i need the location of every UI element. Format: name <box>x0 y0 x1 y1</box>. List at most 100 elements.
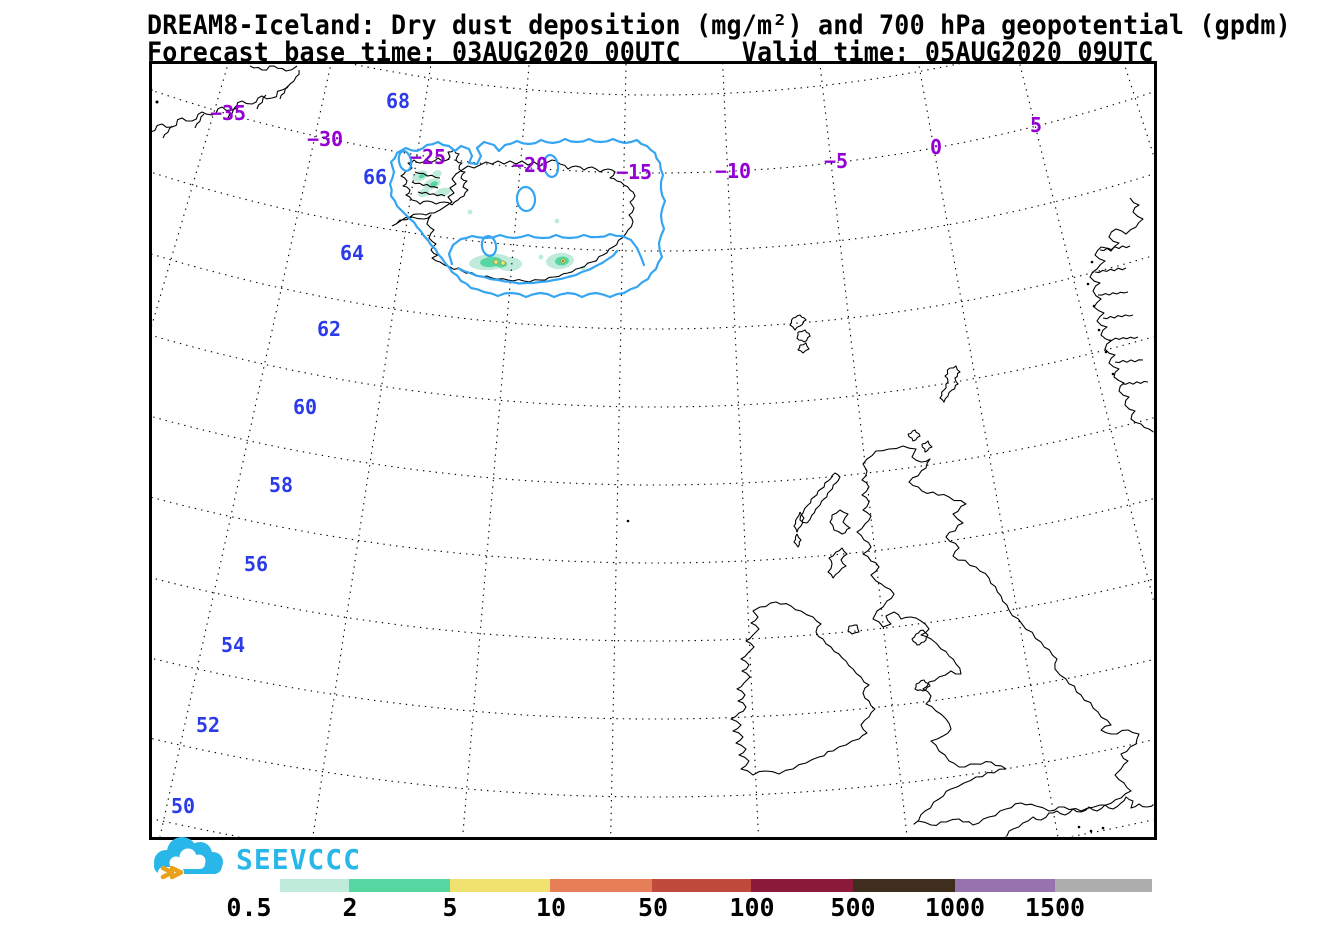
coastline-greenland-fjord <box>226 105 237 121</box>
colorbar-segment <box>550 879 652 892</box>
double-chevron-icon <box>160 865 184 880</box>
latitude-line <box>151 171 1154 252</box>
colorbar-segment <box>853 879 955 892</box>
longitude-line <box>0 0 98 895</box>
dust-deposition-shading <box>412 170 586 271</box>
latitude-label: 52 <box>196 713 220 737</box>
dust-speck <box>538 254 544 260</box>
dust-contour-cell <box>480 234 498 258</box>
island-speck <box>1097 328 1101 332</box>
island-speck <box>1101 826 1105 830</box>
latitude-label: 58 <box>269 473 293 497</box>
colorbar-tick-label: 100 <box>729 893 774 922</box>
map-frame <box>149 61 1157 840</box>
latitude-label: 60 <box>293 395 317 419</box>
coastline-hebrides <box>827 547 848 579</box>
coastline-norway-fjord <box>1114 359 1144 364</box>
colorbar: 0.5 2 5 10 50 100 500 1000 1500 <box>226 879 1152 922</box>
coastline-iceland-fjord <box>414 171 441 179</box>
longitude-label: −5 <box>824 149 848 173</box>
coastline-iceland-fjord <box>411 181 439 189</box>
seevccc-logo: SEEVCCC <box>154 837 361 880</box>
longitude-line <box>1123 63 1154 157</box>
coastline-faroe-islands <box>796 329 811 343</box>
coastline-france <box>1004 796 1154 837</box>
longitude-label: −35 <box>210 101 246 125</box>
dust-max-dot <box>562 260 564 262</box>
coastline-norway-fjord <box>1121 380 1149 385</box>
dust-patch-low <box>496 257 522 271</box>
latitude-label: 66 <box>363 165 387 189</box>
latitude-label: 64 <box>340 241 364 265</box>
coastline-isle-of-man <box>911 629 929 646</box>
coastline-norway <box>1089 197 1154 433</box>
colorbar-tick-label: 1500 <box>1025 893 1085 922</box>
dust-contour-cell <box>542 153 560 179</box>
coastline-greenland-fjord <box>256 94 267 110</box>
dust-patch-high <box>500 260 506 266</box>
dust-patch-high <box>493 259 499 265</box>
coastline-greenland-fjord <box>194 113 205 129</box>
longitude-line <box>462 63 530 837</box>
coastline-norway-fjord <box>1097 291 1129 296</box>
latitude-line <box>151 657 1154 720</box>
dust-patch-mid <box>418 173 426 179</box>
latitude-line <box>151 253 1154 330</box>
latitude-line <box>347 63 963 96</box>
longitude-line <box>312 63 432 837</box>
latitude-label: 50 <box>171 794 195 818</box>
dust-contour-southcoast <box>456 249 619 285</box>
coastline-iceland <box>391 159 636 283</box>
colorbar-segment <box>349 879 450 892</box>
island-speck <box>1077 825 1081 829</box>
longitude-line <box>610 63 627 837</box>
colorbar-segment <box>450 879 550 892</box>
colorbar-tick-label: 10 <box>536 893 566 922</box>
dust-patch-low <box>435 187 451 197</box>
coastline-greenland <box>249 65 298 72</box>
colorbar-tick-label: 2 <box>342 893 357 922</box>
colorbar-segment <box>280 879 349 892</box>
longitude-label: −10 <box>715 159 751 183</box>
coastline-iceland-westfjords <box>400 149 469 206</box>
coastline-norway-fjord <box>1102 314 1134 320</box>
colorbar-tick-label: 50 <box>638 893 668 922</box>
dust-speck <box>467 209 473 215</box>
longitude-label: −25 <box>410 145 446 169</box>
coastline-great-britain <box>856 445 1140 826</box>
island-speck <box>1092 304 1096 308</box>
coastline-greenland <box>151 69 300 133</box>
island-speck <box>1090 260 1094 264</box>
latitude-line <box>151 415 1154 486</box>
colorbar-segment <box>955 879 1055 892</box>
lough-neagh <box>847 624 860 635</box>
longitude-line <box>819 63 908 837</box>
dust-contour-cell <box>515 185 537 213</box>
colorbar-tick-label: 500 <box>830 893 875 922</box>
coastline-hebrides <box>793 533 802 548</box>
latitude-label: 62 <box>317 317 341 341</box>
graticule-labels: −35 −30 −25 −20 −15 −10 −5 0 5 68 66 64 62 60 58 56 54 52… <box>171 89 1042 818</box>
longitude-label: −30 <box>307 127 343 151</box>
longitude-label: 5 <box>1030 113 1042 137</box>
coastline-ireland <box>730 601 876 776</box>
logo-text: SEEVCCC <box>236 843 361 876</box>
coastline-anglesey <box>914 679 931 692</box>
latitude-line <box>151 89 1154 174</box>
dust-contours <box>388 137 667 299</box>
latitude-line <box>151 496 1154 564</box>
island-speck <box>1111 372 1115 376</box>
latitude-line <box>151 577 1154 642</box>
coastline-greenland-fjord <box>279 85 289 100</box>
latitude-line <box>151 737 1154 798</box>
latitude-label: 68 <box>386 89 410 113</box>
longitude-line <box>151 63 229 329</box>
coastline-norway-fjord <box>1094 267 1127 274</box>
longitude-label: 0 <box>930 135 942 159</box>
island-speck <box>1086 282 1090 286</box>
coastline-hebrides <box>799 472 841 524</box>
coastline-hebrides <box>829 509 851 535</box>
